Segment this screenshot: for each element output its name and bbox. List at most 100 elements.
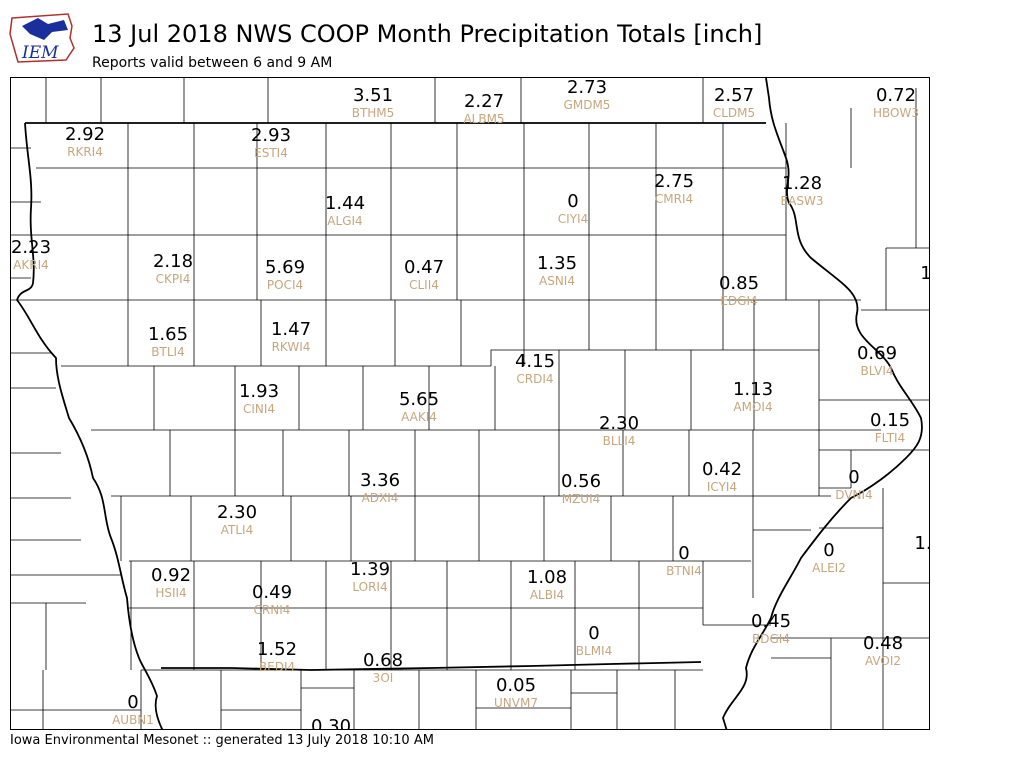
station-id: CMRI4 xyxy=(654,192,694,206)
station-id: ALGI4 xyxy=(327,214,363,228)
precip-value: 2.92 xyxy=(64,124,106,145)
station-id: AKRI4 xyxy=(13,258,49,272)
station-id: ALBI4 xyxy=(529,588,565,602)
precip-value: 0.48 xyxy=(862,633,904,654)
station-algi4: 1.44 ALGI4 xyxy=(324,193,366,229)
station-easw3: 1.28 EASW3 xyxy=(780,173,824,209)
station-id: EDGI4 xyxy=(720,294,758,308)
station-id: HSII4 xyxy=(155,586,187,600)
station-id: ESTI4 xyxy=(254,146,288,160)
precip-value: 1.44 xyxy=(324,193,366,214)
station-aubn1: 0 AUBN1 xyxy=(112,693,154,728)
precip-value: 0.15 xyxy=(869,410,911,431)
station-albm5: 2.27 ALBM5 xyxy=(463,91,505,127)
station-crni4: 0.49 CRNI4 xyxy=(252,583,292,618)
station-unvm7: 0.05 UNVM7 xyxy=(494,675,538,711)
station-id: CKPI4 xyxy=(155,272,191,286)
precip-value: 0.92 xyxy=(150,565,192,586)
iem-logo: IEM xyxy=(8,8,78,66)
station-btni4: 0 BTNI4 xyxy=(666,544,702,579)
station-cldm5: 2.57 CLDM5 xyxy=(713,86,755,121)
station-id: CINI4 xyxy=(242,402,276,416)
station-albi4: 1.08 ALBI4 xyxy=(526,567,568,603)
station-cini4: 1.93 CINI4 xyxy=(239,382,279,417)
station-bedi4: 1.52 BEDI4 xyxy=(257,640,297,675)
station-id: AVOI2 xyxy=(864,654,902,668)
precip-value: 0.68 xyxy=(362,650,404,671)
precip-value: 3.36 xyxy=(359,470,401,491)
station-id: ADXI4 xyxy=(361,491,399,505)
precip-value: 2.93 xyxy=(250,125,292,146)
station-blvi4: 0.69 BLVI4 xyxy=(856,343,898,379)
station-id: ASNI4 xyxy=(539,274,575,288)
map-title: 13 Jul 2018 NWS COOP Month Precipitation… xyxy=(92,20,763,48)
station-id: BLLI4 xyxy=(602,434,636,448)
precip-value: 0 xyxy=(567,191,579,212)
station-amoi4: 1.13 AMOI4 xyxy=(732,379,774,415)
precip-value: 0 xyxy=(588,623,600,644)
station-id: AUBN1 xyxy=(112,713,154,727)
station-id: BDGI4 xyxy=(752,632,790,646)
station-asni4: 1.35 ASNI4 xyxy=(536,253,578,289)
station-avoi2: 0.48 AVOI2 xyxy=(862,633,904,669)
station-id: BTNI4 xyxy=(666,564,702,578)
station-edgi4: 0.85 EDGI4 xyxy=(719,274,759,309)
precip-value: 0.72 xyxy=(875,85,917,106)
precip-value: 0.45 xyxy=(750,611,792,632)
station-akri4: 2.23 AKRI4 xyxy=(10,237,52,273)
precip-value: 2.18 xyxy=(152,251,194,272)
map-panel: 3.51 BTHM5 2.27 ALBM5 2.73 GMDM5 2.57 CLDM5 0.72… xyxy=(10,77,930,730)
precip-value: 2.75 xyxy=(653,171,695,192)
station-blli4: 2.30 BLLI4 xyxy=(599,414,639,449)
station-id: DVNI4 xyxy=(835,488,873,502)
station-gmdm5: 2.73 GMDM5 xyxy=(564,78,611,112)
precip-value: 2.27 xyxy=(463,91,505,112)
station-icyi4: 0.42 ICYI4 xyxy=(701,459,743,495)
station-id: BEDI4 xyxy=(258,660,296,674)
station-id: CIYI4 xyxy=(557,212,589,226)
station-mzui4: 0.56 MZUI4 xyxy=(561,472,601,507)
county-boundaries xyxy=(11,78,929,729)
station-blmi4: 0 BLMI4 xyxy=(575,623,613,659)
precip-value: 2.73 xyxy=(566,77,608,98)
precip-value: 0.05 xyxy=(495,675,537,696)
precip-value: 1. xyxy=(914,533,930,554)
precip-value: 1.13 xyxy=(732,379,774,400)
station-rkri4: 2.92 RKRI4 xyxy=(64,124,106,160)
station-rkwi4: 1.47 RKWI4 xyxy=(270,319,312,355)
station-dvni4: 0 DVNI4 xyxy=(835,467,873,503)
precip-value: 1.08 xyxy=(526,567,568,588)
station-bthm5: 3.51 BTHM5 xyxy=(352,86,395,121)
precip-value: 4.15 xyxy=(514,351,556,372)
precip-value: 0 xyxy=(848,467,860,488)
station-id: RKRI4 xyxy=(67,145,103,159)
station-partial-44: 0.30 xyxy=(311,717,351,730)
station-aaki4: 5.65 AAKI4 xyxy=(399,390,439,425)
station-id: BLMI4 xyxy=(575,644,613,658)
station-cmri4: 2.75 CMRI4 xyxy=(653,171,695,207)
station-partial-45: 1 xyxy=(920,264,929,284)
station-btli4: 1.65 BTLI4 xyxy=(148,325,188,360)
station-id: POCI4 xyxy=(266,278,304,292)
precip-value: 1.47 xyxy=(270,319,312,340)
station-id: AMOI4 xyxy=(733,400,773,414)
station-id: 3OI xyxy=(372,671,394,685)
station-clii4: 0.47 CLII4 xyxy=(404,258,444,293)
station-id: EASW3 xyxy=(780,194,824,208)
precip-value: 0.69 xyxy=(856,343,898,364)
precip-value: 2.23 xyxy=(10,237,52,258)
station-3oi: 0.68 3OI xyxy=(362,650,404,686)
map-subtitle: Reports valid between 6 and 9 AM xyxy=(92,55,333,71)
station-alei2: 0 ALEI2 xyxy=(812,541,846,576)
precip-value: 1.28 xyxy=(781,173,823,194)
precip-value: 1 xyxy=(920,264,929,284)
station-id: AAKI4 xyxy=(401,410,437,424)
station-id: ATLI4 xyxy=(220,523,254,537)
precip-value: 1.35 xyxy=(536,253,578,274)
precip-value: 0.42 xyxy=(701,459,743,480)
station-partial-46: 1. xyxy=(914,533,930,554)
station-id: BLVI4 xyxy=(860,364,894,378)
station-id: UNVM7 xyxy=(494,696,538,710)
station-lori4: 1.39 LORI4 xyxy=(350,560,390,595)
precip-value: 2.30 xyxy=(216,502,258,523)
